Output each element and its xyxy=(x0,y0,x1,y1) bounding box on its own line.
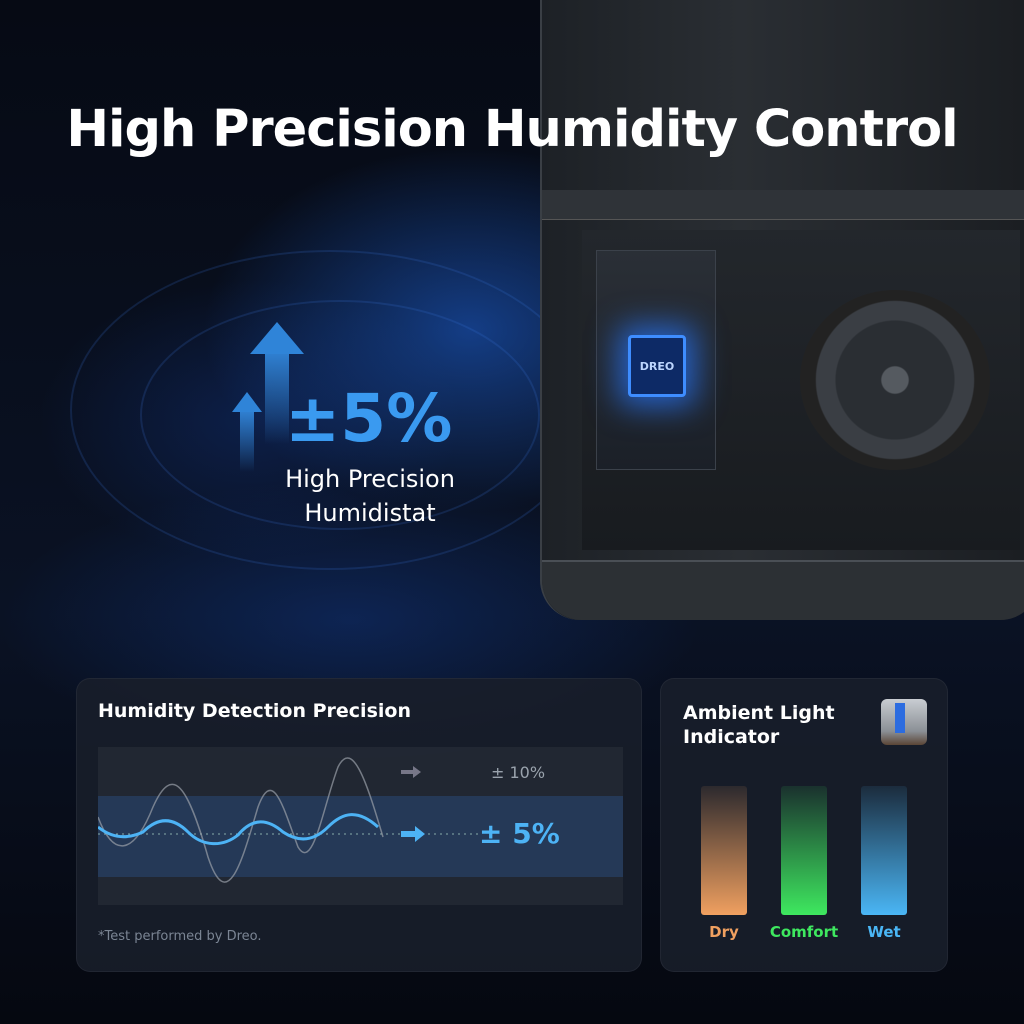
ambient-light-title: Ambient Light Indicator xyxy=(683,701,835,749)
wet-label: Wet xyxy=(867,923,901,941)
precision-label-line2: Humidistat xyxy=(304,499,436,527)
wet-light-bar xyxy=(861,786,907,915)
dreo-precision-label: ± 5% xyxy=(479,817,560,850)
dry-light-bar xyxy=(701,786,747,915)
ambient-light-card: Ambient Light Indicator Dry Comfort Wet xyxy=(660,678,948,972)
title-line1: Ambient Light xyxy=(683,702,835,724)
precision-band xyxy=(98,796,623,877)
arrow-right-icon xyxy=(401,766,421,778)
dry-label: Dry xyxy=(709,923,739,941)
precision-wave-chart xyxy=(98,747,623,905)
device-band xyxy=(542,190,1024,220)
device-base xyxy=(542,560,1024,620)
precision-value: ±5% xyxy=(285,380,453,457)
precision-card-title: Humidity Detection Precision xyxy=(98,700,411,722)
precision-label: High Precision Humidistat xyxy=(260,462,480,530)
other-sensor-wave xyxy=(98,757,384,883)
motor xyxy=(800,290,990,470)
precision-label-line1: High Precision xyxy=(285,465,455,493)
title-line2: Indicator xyxy=(683,726,780,748)
comfort-label: Comfort xyxy=(769,923,839,941)
arrow-right-icon xyxy=(401,826,425,842)
comfort-light-bar xyxy=(781,786,827,915)
precision-card: Humidity Detection Precision ± 10% ± 5% … xyxy=(76,678,642,972)
sensor-chip: DREO xyxy=(628,335,686,397)
device-thumbnail xyxy=(881,699,927,745)
other-precision-label: ± 10% xyxy=(491,763,546,782)
dreo-sensor-wave xyxy=(98,813,380,846)
headline: High Precision Humidity Control xyxy=(66,100,958,159)
airflow-swirl xyxy=(140,300,540,530)
footnote: *Test performed by Dreo. xyxy=(98,929,262,944)
